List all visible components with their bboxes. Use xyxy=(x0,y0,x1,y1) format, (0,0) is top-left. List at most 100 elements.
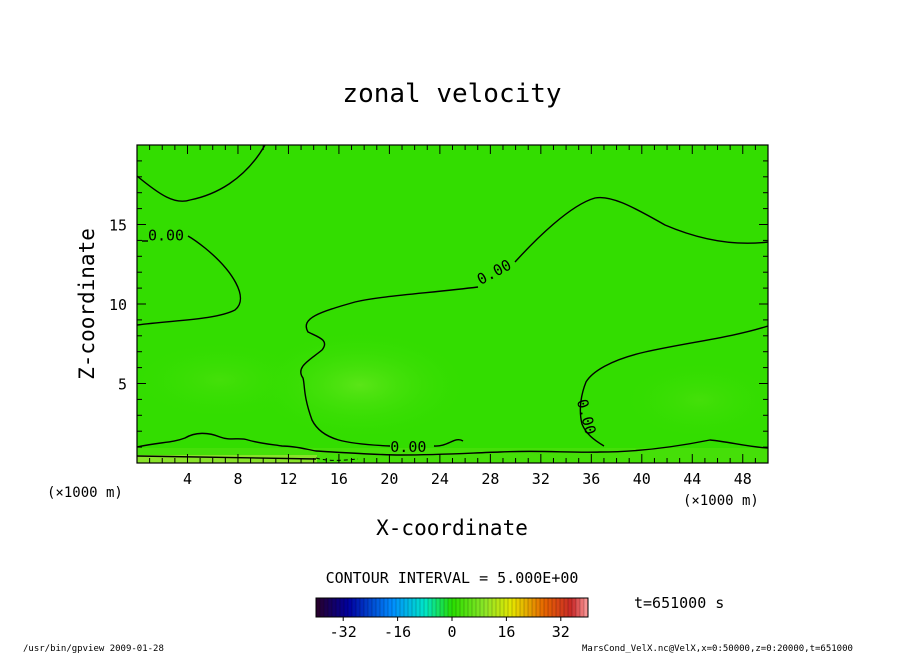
colorbar-cell xyxy=(412,598,417,617)
colorbar-cell xyxy=(420,598,425,617)
colorbar-cell xyxy=(508,598,513,617)
x-tick-label: 48 xyxy=(734,470,752,488)
colorbar-tick-label: 0 xyxy=(447,623,456,641)
colorbar-cell xyxy=(376,598,381,617)
contour-middle-tail xyxy=(433,439,464,447)
colorbar-cell xyxy=(552,598,557,617)
footer-left: /usr/bin/gpview 2009-01-28 xyxy=(23,644,164,654)
colorbar-cell xyxy=(528,598,533,617)
colorbar-cell xyxy=(520,598,525,617)
field-bottom-positive xyxy=(137,455,317,463)
y-tick-label: 15 xyxy=(109,217,127,235)
colorbar-cell xyxy=(500,598,505,617)
colorbar-cell xyxy=(356,598,361,617)
contour-middle xyxy=(300,286,479,447)
contour-left-lobe xyxy=(137,235,241,326)
colorbar-cell xyxy=(576,598,581,617)
colorbar-tick-label: -16 xyxy=(384,623,411,641)
colorbar-cell xyxy=(540,598,545,617)
colorbar-cell xyxy=(348,598,353,617)
x-tick-label: 24 xyxy=(431,470,449,488)
contour-top-left xyxy=(137,145,266,202)
colorbar-cell xyxy=(388,598,393,617)
colorbar-cell xyxy=(336,598,341,617)
x-tick-label: 20 xyxy=(380,470,398,488)
contour-right-lower xyxy=(579,325,768,447)
field-light-region xyxy=(620,360,768,440)
contour-bottom-left xyxy=(137,432,317,452)
colorbar-cell xyxy=(400,598,405,617)
x-tick-label: 40 xyxy=(633,470,651,488)
colorbar-cell xyxy=(464,598,469,617)
time-label: t=651000 s xyxy=(634,594,724,612)
colorbar-tick-label: -32 xyxy=(330,623,357,641)
colorbar-cell xyxy=(532,598,537,617)
x-unit-left: (×1000 m) xyxy=(47,485,123,501)
x-tick-label: 4 xyxy=(183,470,192,488)
colorbar-cell xyxy=(512,598,517,617)
chart-title: zonal velocity xyxy=(342,79,561,109)
x-axis-title: X-coordinate xyxy=(376,516,528,540)
colorbar-cell xyxy=(448,598,453,617)
colorbar-cell xyxy=(560,598,565,617)
contour-lines xyxy=(137,145,768,460)
x-tick-label: 8 xyxy=(233,470,242,488)
colorbar-cell xyxy=(328,598,333,617)
contour-dashed-negative xyxy=(315,457,359,461)
colorbar-cell xyxy=(416,598,421,617)
colorbar-tick-label: 32 xyxy=(552,623,570,641)
contour-label: 0.00 xyxy=(148,227,184,245)
colorbar-cell xyxy=(452,598,457,617)
colorbar-cell xyxy=(324,598,329,617)
y-tick-label: 5 xyxy=(118,376,127,394)
colorbar-cell xyxy=(436,598,441,617)
field-light-region xyxy=(250,330,470,440)
x-tick-label: 44 xyxy=(683,470,701,488)
colorbar-cell xyxy=(352,598,357,617)
colorbar-cell xyxy=(384,598,389,617)
colorbar-cell xyxy=(544,598,549,617)
x-tick-label: 32 xyxy=(532,470,550,488)
field-light-region xyxy=(137,340,310,420)
colorbar-cell xyxy=(536,598,541,617)
colorbar-cell xyxy=(316,598,321,617)
x-axis: 4 8 12 16 20 24 28 32 36 40 44 48 xyxy=(136,145,769,488)
colorbar-cell xyxy=(340,598,345,617)
colorbar-cell xyxy=(408,598,413,617)
y-tick-label: 10 xyxy=(109,296,127,314)
colorbar-cell xyxy=(476,598,481,617)
colorbar-cell xyxy=(368,598,373,617)
colorbar-cell xyxy=(428,598,433,617)
colorbar-cell xyxy=(460,598,465,617)
contour-label: 0.00 xyxy=(390,438,426,456)
colorbar-cell xyxy=(344,598,349,617)
colorbar-cell xyxy=(504,598,509,617)
colorbar xyxy=(315,598,589,617)
colorbar-cell xyxy=(564,598,569,617)
colorbar-cell xyxy=(424,598,429,617)
contour-right-bump xyxy=(514,196,768,263)
x-tick-label: 36 xyxy=(582,470,600,488)
colorbar-cell xyxy=(496,598,501,617)
colorbar-cell xyxy=(580,598,585,617)
x-tick-label: 12 xyxy=(279,470,297,488)
x-unit-right: (×1000 m) xyxy=(683,493,759,509)
colorbar-cell xyxy=(444,598,449,617)
colorbar-cell xyxy=(568,598,573,617)
colorbar-cell xyxy=(392,598,397,617)
colorbar-cell xyxy=(440,598,445,617)
colorbar-cell xyxy=(584,598,589,617)
colorbar-cell xyxy=(332,598,337,617)
colorbar-cell xyxy=(572,598,577,617)
colorbar-cell xyxy=(320,598,325,617)
colorbar-cell xyxy=(556,598,561,617)
velocity-field xyxy=(137,145,768,463)
colorbar-tick-label: 16 xyxy=(497,623,515,641)
colorbar-cell xyxy=(468,598,473,617)
contour-bottom-positive xyxy=(137,455,317,460)
colorbar-cell xyxy=(548,598,553,617)
colorbar-cell xyxy=(360,598,365,617)
colorbar-cell xyxy=(472,598,477,617)
colorbar-cell xyxy=(516,598,521,617)
